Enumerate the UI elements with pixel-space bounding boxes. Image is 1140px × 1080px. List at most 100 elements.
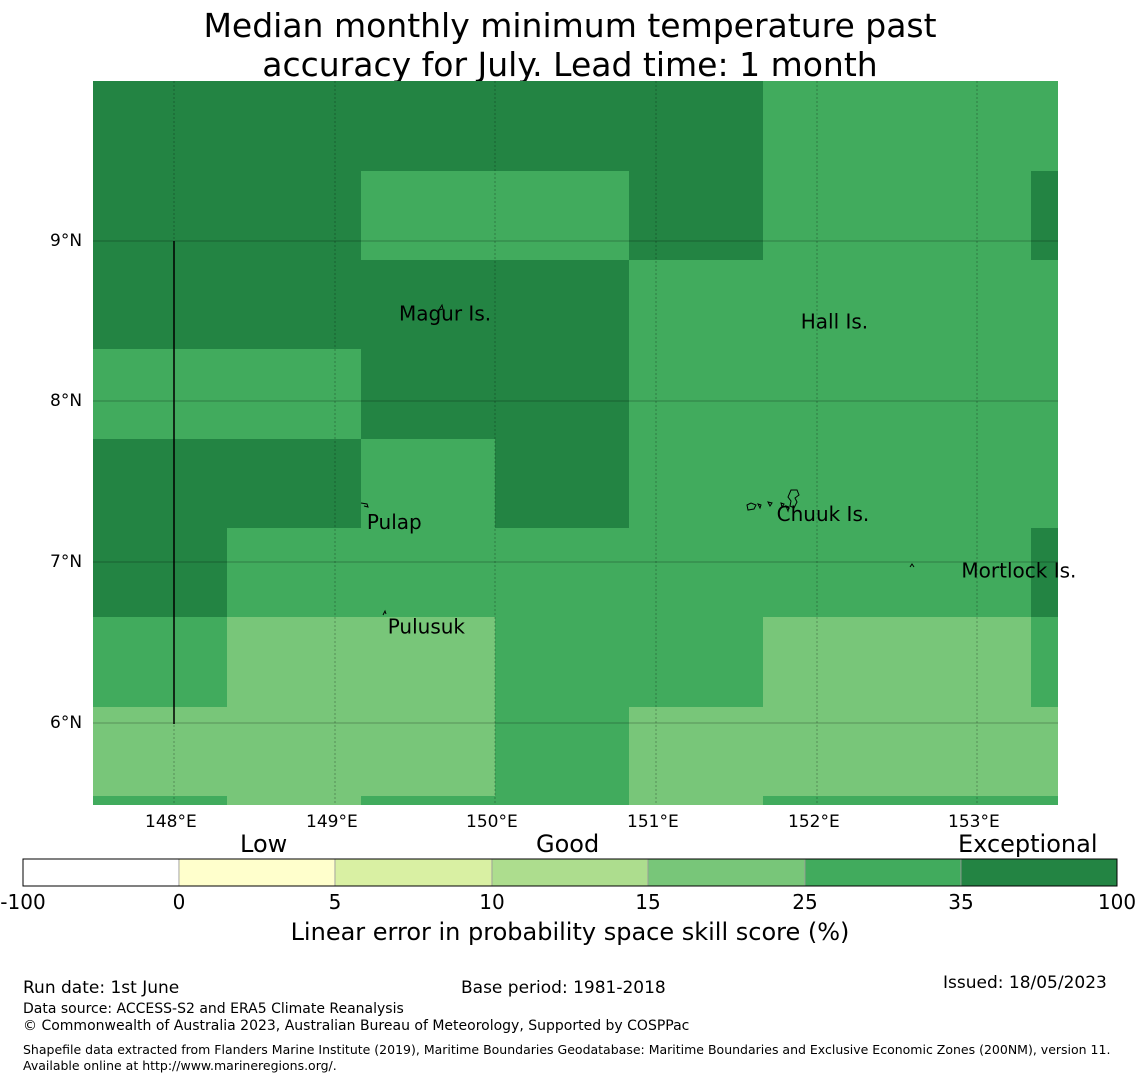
magur-island-outline [437,303,444,311]
latitude-tick-label: 6°N [50,713,83,733]
latitude-tick-label: 9°N [50,231,83,251]
colorbar-category-low: Low [240,830,288,858]
skill-cell [361,617,495,707]
skill-map: Magur Is. Hall Is. Pulap Chuuk Is. Mortlock … [93,81,1077,805]
colorbar-tick-label: 25 [792,890,818,914]
colorbar-tick-label: 10 [479,890,505,914]
skill-cell [93,439,227,528]
skill-cell [629,171,763,260]
skill-cell [763,81,897,171]
skill-cell [495,81,629,171]
skill-cell [1031,617,1058,707]
latitude-tick-label: 7°N [50,552,83,572]
skill-cell [1031,528,1058,617]
colorbar-category-exceptional: Exceptional [958,830,1098,858]
colorbar-segment [178,858,336,887]
skill-cell [629,349,763,439]
skill-cell [227,439,361,528]
longitude-tick-label: 153°E [948,812,1000,832]
colorbar-tick-label: 15 [635,890,661,914]
skill-cell [495,349,629,439]
skill-cell [1031,796,1058,805]
colorbar-tick-label: 35 [948,890,974,914]
skill-cell [897,260,1031,349]
skill-cell [897,349,1031,439]
colorbar-category-good: Good [536,830,600,858]
skill-cell [227,81,361,171]
skill-cell [763,349,897,439]
skill-cell [93,81,227,171]
longitude-tick-label: 151°E [627,812,679,832]
skill-cell [361,81,495,171]
skill-cell [897,439,1031,528]
skill-cell [361,260,495,349]
skill-cell [93,260,227,349]
place-label: Hall Is. [801,309,868,333]
skill-cell [361,528,495,617]
data-source: Data source: ACCESS-S2 and ERA5 Climate … [23,1001,404,1017]
skill-cell [1031,81,1058,171]
skill-cell [495,171,629,260]
place-label: Magur Is. [399,301,491,325]
latitude-tick-label: 8°N [50,391,83,411]
place-label: Mortlock Is. [961,558,1076,582]
skill-cell [227,528,361,617]
skill-cell [1031,171,1058,260]
colorbar-tick-label: 0 [172,890,186,914]
longitude-tick-label: 150°E [466,812,518,832]
skill-cell [763,796,897,805]
colorbar-segment [22,858,180,887]
skill-cell [629,796,763,805]
copyright: © Commonwealth of Australia 2023, Austra… [23,1018,690,1034]
skill-cell [629,528,763,617]
skill-cell [763,260,897,349]
skill-cell [897,528,1031,617]
skill-cell [629,617,763,707]
place-labels: Magur Is. Hall Is. Pulap Chuuk Is. Mortlock … [367,301,1077,638]
colorbar-segment [804,858,962,887]
skill-cell [227,260,361,349]
skill-cell [1031,260,1058,349]
place-label: Pulap [367,510,422,534]
skill-cell [495,796,629,805]
skill-cell [227,707,361,796]
longitude-tick-label: 148°E [145,812,197,832]
skill-cell [495,707,629,796]
colorbar-segment [960,858,1118,887]
skill-cell [897,796,1031,805]
skill-cell [361,707,495,796]
skill-cell [93,528,227,617]
skill-cell [763,171,897,260]
skill-cell [897,171,1031,260]
skill-cell [361,349,495,439]
skill-cell [361,171,495,260]
skill-cell [1031,439,1058,528]
skill-cell [897,81,1031,171]
pulusuk-island-outline [382,609,387,616]
mortlock-island-outline [909,563,915,568]
skill-cell [629,81,763,171]
base-period: Base period: 1981-2018 [461,978,666,998]
colorbar-outline [22,858,1118,887]
longitude-tick-label: 149°E [306,812,358,832]
run-date: Run date: 1st June [23,978,180,998]
skill-cell [1031,707,1058,796]
colorbar-segment [491,858,649,887]
skill-cell [227,796,361,805]
chuuk-islands-outline [746,489,800,513]
skill-cell [1031,349,1058,439]
skill-cell [629,260,763,349]
colorbar-label: Linear error in probability space skill … [290,918,850,946]
map-title-line-1: Median monthly minimum temperature past [203,6,937,45]
skill-cell [495,260,629,349]
skill-cell [763,528,897,617]
skill-cell [93,617,227,707]
skill-cell [93,796,227,805]
shapefile-credit: Shapefile data extracted from Flanders M… [23,1042,1111,1073]
longitude-tick-label: 152°E [788,812,840,832]
skill-cell [763,617,897,707]
colorbar-segment [334,858,493,887]
skill-cell [629,439,763,528]
skill-cell [763,439,897,528]
place-label: Pulusuk [388,615,466,639]
